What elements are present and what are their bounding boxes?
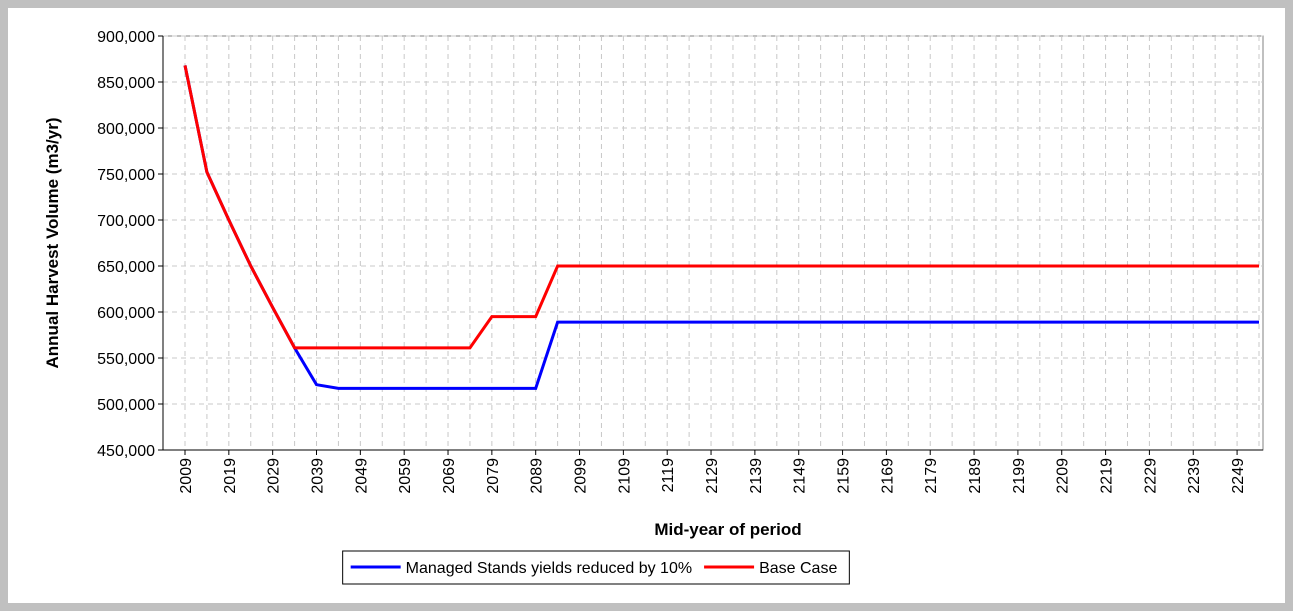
x-tick-label: 2069: [441, 458, 458, 494]
x-tick-label: 2239: [1186, 458, 1203, 494]
y-tick-label: 750,000: [97, 167, 155, 184]
x-tick-label: 2039: [310, 458, 327, 494]
y-tick-label: 450,000: [97, 443, 155, 460]
x-tick-label: 2139: [748, 458, 765, 494]
x-tick-label: 2099: [573, 458, 590, 494]
y-tick-label: 850,000: [97, 75, 155, 92]
x-tick-label: 2219: [1099, 458, 1116, 494]
y-tick-label: 500,000: [97, 397, 155, 414]
x-tick-label: 2109: [616, 458, 633, 494]
x-tick-label: 2179: [923, 458, 940, 494]
x-tick-label: 2129: [704, 458, 721, 494]
legend-label: Base Case: [759, 560, 837, 577]
x-tick-label: 2199: [1011, 458, 1028, 494]
y-tick-label: 900,000: [97, 29, 155, 46]
y-tick-label: 800,000: [97, 121, 155, 138]
x-tick-label: 2019: [222, 458, 239, 494]
plot-area: [162, 35, 1264, 451]
x-tick-label: 2119: [660, 458, 677, 493]
y-tick-label: 650,000: [97, 259, 155, 276]
legend: [342, 550, 850, 585]
series-line: [183, 65, 1259, 390]
y-tick-label: 700,000: [97, 213, 155, 230]
x-tick-label: 2249: [1230, 458, 1247, 494]
y-axis-title: Annual Harvest Volume (m3/yr): [43, 118, 62, 369]
x-tick-label: 2149: [792, 458, 809, 494]
x-tick-label: 2159: [836, 458, 853, 494]
y-tick-label: 550,000: [97, 351, 155, 368]
x-axis-title: Mid-year of period: [654, 520, 801, 539]
x-tick-label: 2209: [1055, 458, 1072, 494]
x-tick-label: 2049: [353, 458, 370, 494]
x-tick-label: 2089: [529, 458, 546, 494]
x-tick-label: 2229: [1142, 458, 1159, 494]
x-tick-label: 2059: [397, 458, 414, 494]
legend-label: Managed Stands yields reduced by 10%: [406, 560, 692, 577]
x-tick-label: 2009: [178, 458, 195, 494]
x-tick-label: 2189: [967, 458, 984, 494]
x-tick-label: 2079: [485, 458, 502, 494]
series-line: [183, 65, 1259, 350]
y-tick-label: 600,000: [97, 305, 155, 322]
x-tick-label: 2169: [879, 458, 896, 494]
x-tick-label: 2029: [266, 458, 283, 494]
